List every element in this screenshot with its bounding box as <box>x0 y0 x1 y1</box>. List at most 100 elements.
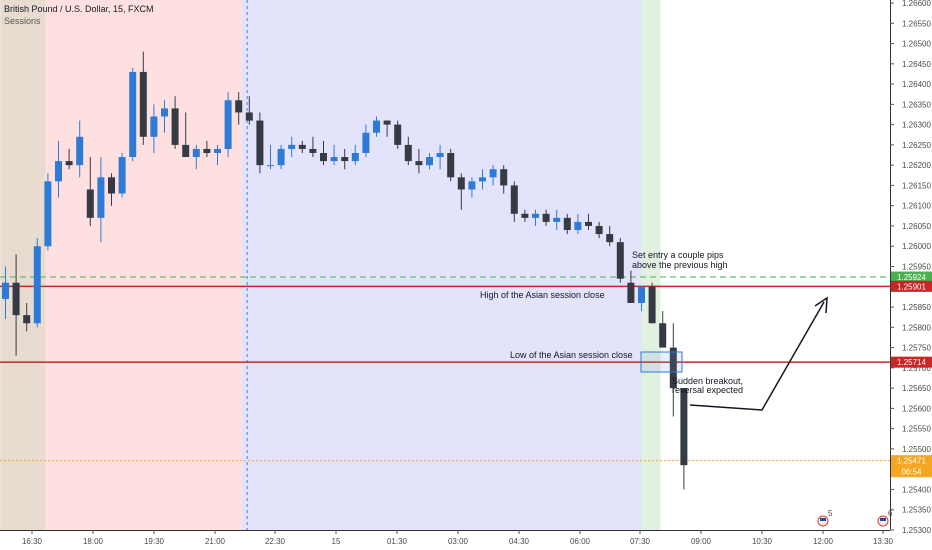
y-tick-label: 1.26350 <box>902 100 931 109</box>
candle-body <box>214 148 221 153</box>
y-tick-label: 1.25650 <box>902 384 931 393</box>
price-tag <box>891 455 932 478</box>
event-badge-count: 5 <box>828 509 833 518</box>
y-tick-label: 1.26050 <box>902 222 931 231</box>
price-tag-label: 1.25471 <box>897 457 926 466</box>
candle-body <box>309 148 317 153</box>
y-tick-label: 1.26550 <box>902 19 931 28</box>
candle-body <box>585 221 592 226</box>
symbol-title: British Pound / U.S. Dollar, 15, FXCM <box>4 4 154 14</box>
price-tag <box>891 271 932 283</box>
y-tick-label: 1.26300 <box>902 121 931 130</box>
y-tick-label: 1.25300 <box>902 526 931 535</box>
candle-body <box>108 177 115 194</box>
candle-body <box>669 347 677 389</box>
event-flag-stripe <box>880 518 886 521</box>
candle-body <box>192 148 200 158</box>
candle-body <box>436 152 444 158</box>
candle-body <box>510 185 518 214</box>
candle-body <box>606 234 614 243</box>
candle-body <box>574 221 582 231</box>
price-tag-label: 1.25924 <box>897 273 926 282</box>
candle-body <box>553 217 561 222</box>
y-tick-label: 1.26400 <box>902 80 931 89</box>
indicator-label: Sessions <box>4 16 41 26</box>
projection-arrow <box>689 301 825 411</box>
candle-body <box>288 144 296 149</box>
y-tick-label: 1.25850 <box>902 303 931 312</box>
y-tick-label: 1.25950 <box>902 263 931 272</box>
y-tick-label: 1.25400 <box>902 485 931 494</box>
session-band <box>241 0 642 530</box>
candle-body <box>341 157 349 162</box>
candle-body <box>468 181 476 190</box>
candle-body <box>595 225 603 235</box>
annotation-entry-line2: above the previous high <box>632 260 728 270</box>
candle-body <box>171 108 179 145</box>
candle-body <box>616 242 624 279</box>
candle-body <box>245 112 253 121</box>
candle-body <box>394 124 402 145</box>
candle-body <box>320 152 327 162</box>
candle-body <box>521 213 529 218</box>
annotation-asian-low: Low of the Asian session close <box>510 350 633 360</box>
price-tag <box>891 280 932 292</box>
candle-body <box>500 169 508 186</box>
x-tick-label: 09:00 <box>691 537 712 546</box>
candle-body <box>44 181 52 247</box>
annotation-entry-line1: Set entry a couple pips <box>632 250 724 260</box>
candle-body <box>118 157 126 194</box>
x-tick-label: 01:30 <box>387 537 408 546</box>
event-flag-stripe <box>820 518 826 521</box>
candle-body <box>298 144 306 149</box>
candle-body <box>65 161 73 166</box>
candle-body <box>277 148 285 166</box>
annotation-breakout-line2: reversal expected <box>672 385 743 395</box>
candle-body <box>351 152 359 162</box>
x-tick-label: 18:00 <box>83 537 104 546</box>
price-tag-countdown: 06:54 <box>901 468 922 477</box>
price-tag <box>891 356 932 368</box>
y-tick-label: 1.25600 <box>902 404 931 413</box>
annotation-breakout-line1: Sudden breakout, <box>672 376 743 386</box>
x-tick-label: 06:00 <box>570 537 591 546</box>
y-tick-label: 1.25750 <box>902 344 931 353</box>
candle-body <box>139 71 147 137</box>
candle-body <box>362 132 370 153</box>
x-tick-label: 13:30 <box>873 537 894 546</box>
candle-body <box>373 120 380 133</box>
session-band <box>641 0 661 530</box>
candle-body <box>383 120 391 125</box>
price-tag-label: 1.25901 <box>897 282 926 291</box>
y-tick-label: 1.25800 <box>902 323 931 332</box>
event-badge-count: 6 <box>888 509 893 518</box>
y-tick-label: 1.26600 <box>902 0 931 8</box>
y-tick-label: 1.26250 <box>902 141 931 150</box>
candle-body <box>86 189 94 218</box>
price-tag-label: 1.25714 <box>897 358 926 367</box>
candle-body <box>23 315 31 324</box>
candle-body <box>2 282 9 299</box>
candle-body <box>203 148 211 153</box>
candle-body <box>76 136 84 166</box>
candle-body <box>150 116 158 137</box>
candle-body <box>479 177 486 182</box>
candle-body <box>330 157 338 162</box>
candle-body <box>648 286 656 324</box>
candle-body <box>224 100 232 149</box>
candle-body <box>182 144 190 158</box>
candle-body <box>627 282 635 303</box>
candle-body <box>489 169 497 178</box>
candle-body <box>404 144 412 162</box>
candle-body <box>267 165 274 167</box>
candle-body <box>235 100 243 113</box>
candle-body <box>638 286 645 303</box>
y-tick-label: 1.26200 <box>902 161 931 170</box>
candle-body <box>415 161 423 166</box>
x-tick-label: 22:30 <box>265 537 286 546</box>
annotation-asian-high: High of the Asian session close <box>480 290 605 300</box>
y-tick-label: 1.26150 <box>902 181 931 190</box>
x-tick-label: 21:00 <box>205 537 226 546</box>
candle-body <box>426 157 433 166</box>
